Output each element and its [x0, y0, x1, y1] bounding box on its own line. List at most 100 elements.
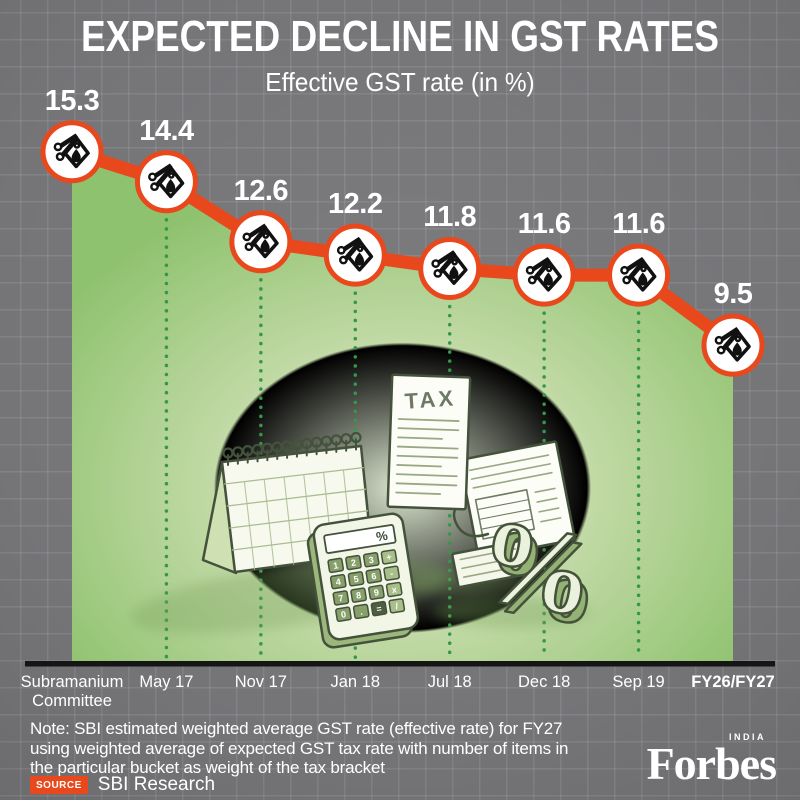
page-title: EXPECTED DECLINE IN GST RATES	[81, 12, 719, 61]
calculator-icon: % 1 2 3 +4 5 6 - 7 8 9 x 0. = /	[306, 512, 419, 649]
x-axis-label: May 17	[139, 673, 194, 691]
x-axis-line	[25, 661, 775, 667]
value-label: 11.8	[423, 201, 477, 234]
receipt-line	[470, 463, 551, 480]
calculator-display	[323, 524, 397, 554]
x-axis-label: Jul 18	[427, 673, 472, 691]
calculator-key	[365, 568, 383, 584]
marker-layer	[40, 120, 765, 377]
tax-receipt-icon: TAX	[386, 373, 576, 589]
calculator-key	[329, 573, 347, 590]
data-point-marker	[229, 210, 293, 274]
receipt-line	[538, 507, 560, 513]
note-line: using weighted average of expected GST t…	[30, 738, 569, 758]
percent-back: %	[473, 502, 612, 652]
forbes-wordmark: Forbes	[646, 738, 777, 789]
calculator-key	[380, 549, 398, 565]
receipt-line	[472, 471, 553, 489]
calculator-key	[345, 554, 362, 571]
source-badge: SOURCE	[30, 776, 88, 794]
calculator-key-label: =	[376, 604, 383, 615]
calculator-key-label: -	[389, 568, 394, 578]
chart-note: Note: SBI estimated weighted average GST…	[30, 719, 568, 778]
receipt-line	[395, 473, 458, 478]
value-label: 12.6	[233, 174, 289, 207]
source-row: SOURCE SBI Research	[30, 774, 215, 796]
receipt-line	[462, 565, 520, 578]
receipt-line	[396, 454, 459, 459]
data-point-marker	[323, 223, 387, 287]
receipt-tail-lines	[459, 548, 520, 578]
receipt-line	[536, 497, 558, 503]
percent-front: %	[467, 493, 606, 643]
calendar-col-line	[283, 476, 295, 565]
calculator-key	[332, 590, 350, 606]
value-label: 14.4	[139, 114, 194, 147]
calculator-key	[383, 565, 400, 581]
data-point-marker	[40, 120, 104, 184]
calculator-key	[362, 552, 380, 568]
value-label: 15.3	[44, 84, 100, 117]
forbes-region-label: INDIA	[729, 732, 766, 742]
receipt-line	[461, 556, 518, 570]
receipt-line	[397, 418, 460, 422]
calculator-key	[327, 557, 345, 574]
calculator-key-label: 7	[338, 593, 345, 604]
calculator-key	[352, 603, 370, 620]
receipt-line	[396, 464, 442, 468]
calculator-key-label: x	[391, 584, 398, 595]
note-line: Note: SBI estimated weighted average GST…	[30, 719, 563, 738]
calculator-key-label: 5	[353, 574, 360, 585]
calendar-col-line	[243, 481, 256, 570]
calculator-key-label: 6	[371, 571, 378, 582]
receipt-line	[395, 482, 458, 487]
source-value: SBI Research	[97, 774, 216, 795]
x-axis-label: Nov 17	[234, 673, 287, 691]
calculator-key	[368, 584, 385, 601]
tax-illustration: TAX % 1 2 3 +4 5 6 - 7 8 9 x 0. = / % %	[131, 373, 613, 653]
illustration-shadow	[434, 596, 590, 628]
calculator-key-label: +	[386, 552, 393, 563]
calendar-grid-lines	[223, 466, 371, 570]
calendar-row-line	[229, 510, 369, 529]
forbes-logo: INDIA Forbes	[636, 732, 777, 789]
calculator-display-value: %	[375, 528, 389, 545]
x-axis-label: Dec 18	[518, 673, 571, 691]
x-axis-label: FY26/FY27	[691, 673, 775, 691]
percent-3d-icon: % %	[466, 492, 613, 653]
chart-subtitle: Effective GST rate (in %)	[265, 67, 535, 97]
calculator-key	[370, 600, 388, 617]
x-axis-label: Sep 19	[612, 673, 665, 691]
x-axis-label: Jan 18	[330, 673, 381, 691]
calculator-key	[350, 587, 367, 603]
receipt-line	[396, 445, 459, 450]
receipt-line	[540, 517, 562, 523]
coil-ring	[350, 431, 362, 444]
receipt-line	[397, 427, 460, 432]
receipt-table-line	[476, 499, 530, 511]
receipt-line	[469, 454, 550, 472]
receipt-table-line	[480, 518, 533, 530]
note-line: the particular bucket as weight of the t…	[30, 758, 385, 777]
calendar-row-line	[223, 466, 364, 485]
calculator-key	[335, 606, 352, 622]
calculator-key-label: 8	[355, 590, 362, 601]
calculator-key-label: 4	[335, 577, 342, 588]
value-label: 11.6	[517, 208, 571, 241]
calculator-key	[385, 581, 403, 598]
receipt-sheet-lines	[469, 454, 562, 540]
receipt-ruled-lines	[395, 418, 460, 495]
receipt-table-line	[478, 508, 532, 520]
value-label: 11.6	[612, 208, 665, 241]
data-point-marker	[512, 243, 576, 307]
receipt-line	[534, 487, 556, 494]
calendar-spiral	[222, 431, 362, 466]
calendar-col-line	[263, 478, 275, 568]
calculator-keys: 1 2 3 +4 5 6 - 7 8 9 x 0. = /	[327, 549, 406, 622]
receipt-line	[397, 436, 443, 440]
calculator-key	[388, 598, 406, 614]
calculator-key-label: 9	[373, 587, 380, 598]
calculator-key-label: 0	[340, 609, 347, 620]
